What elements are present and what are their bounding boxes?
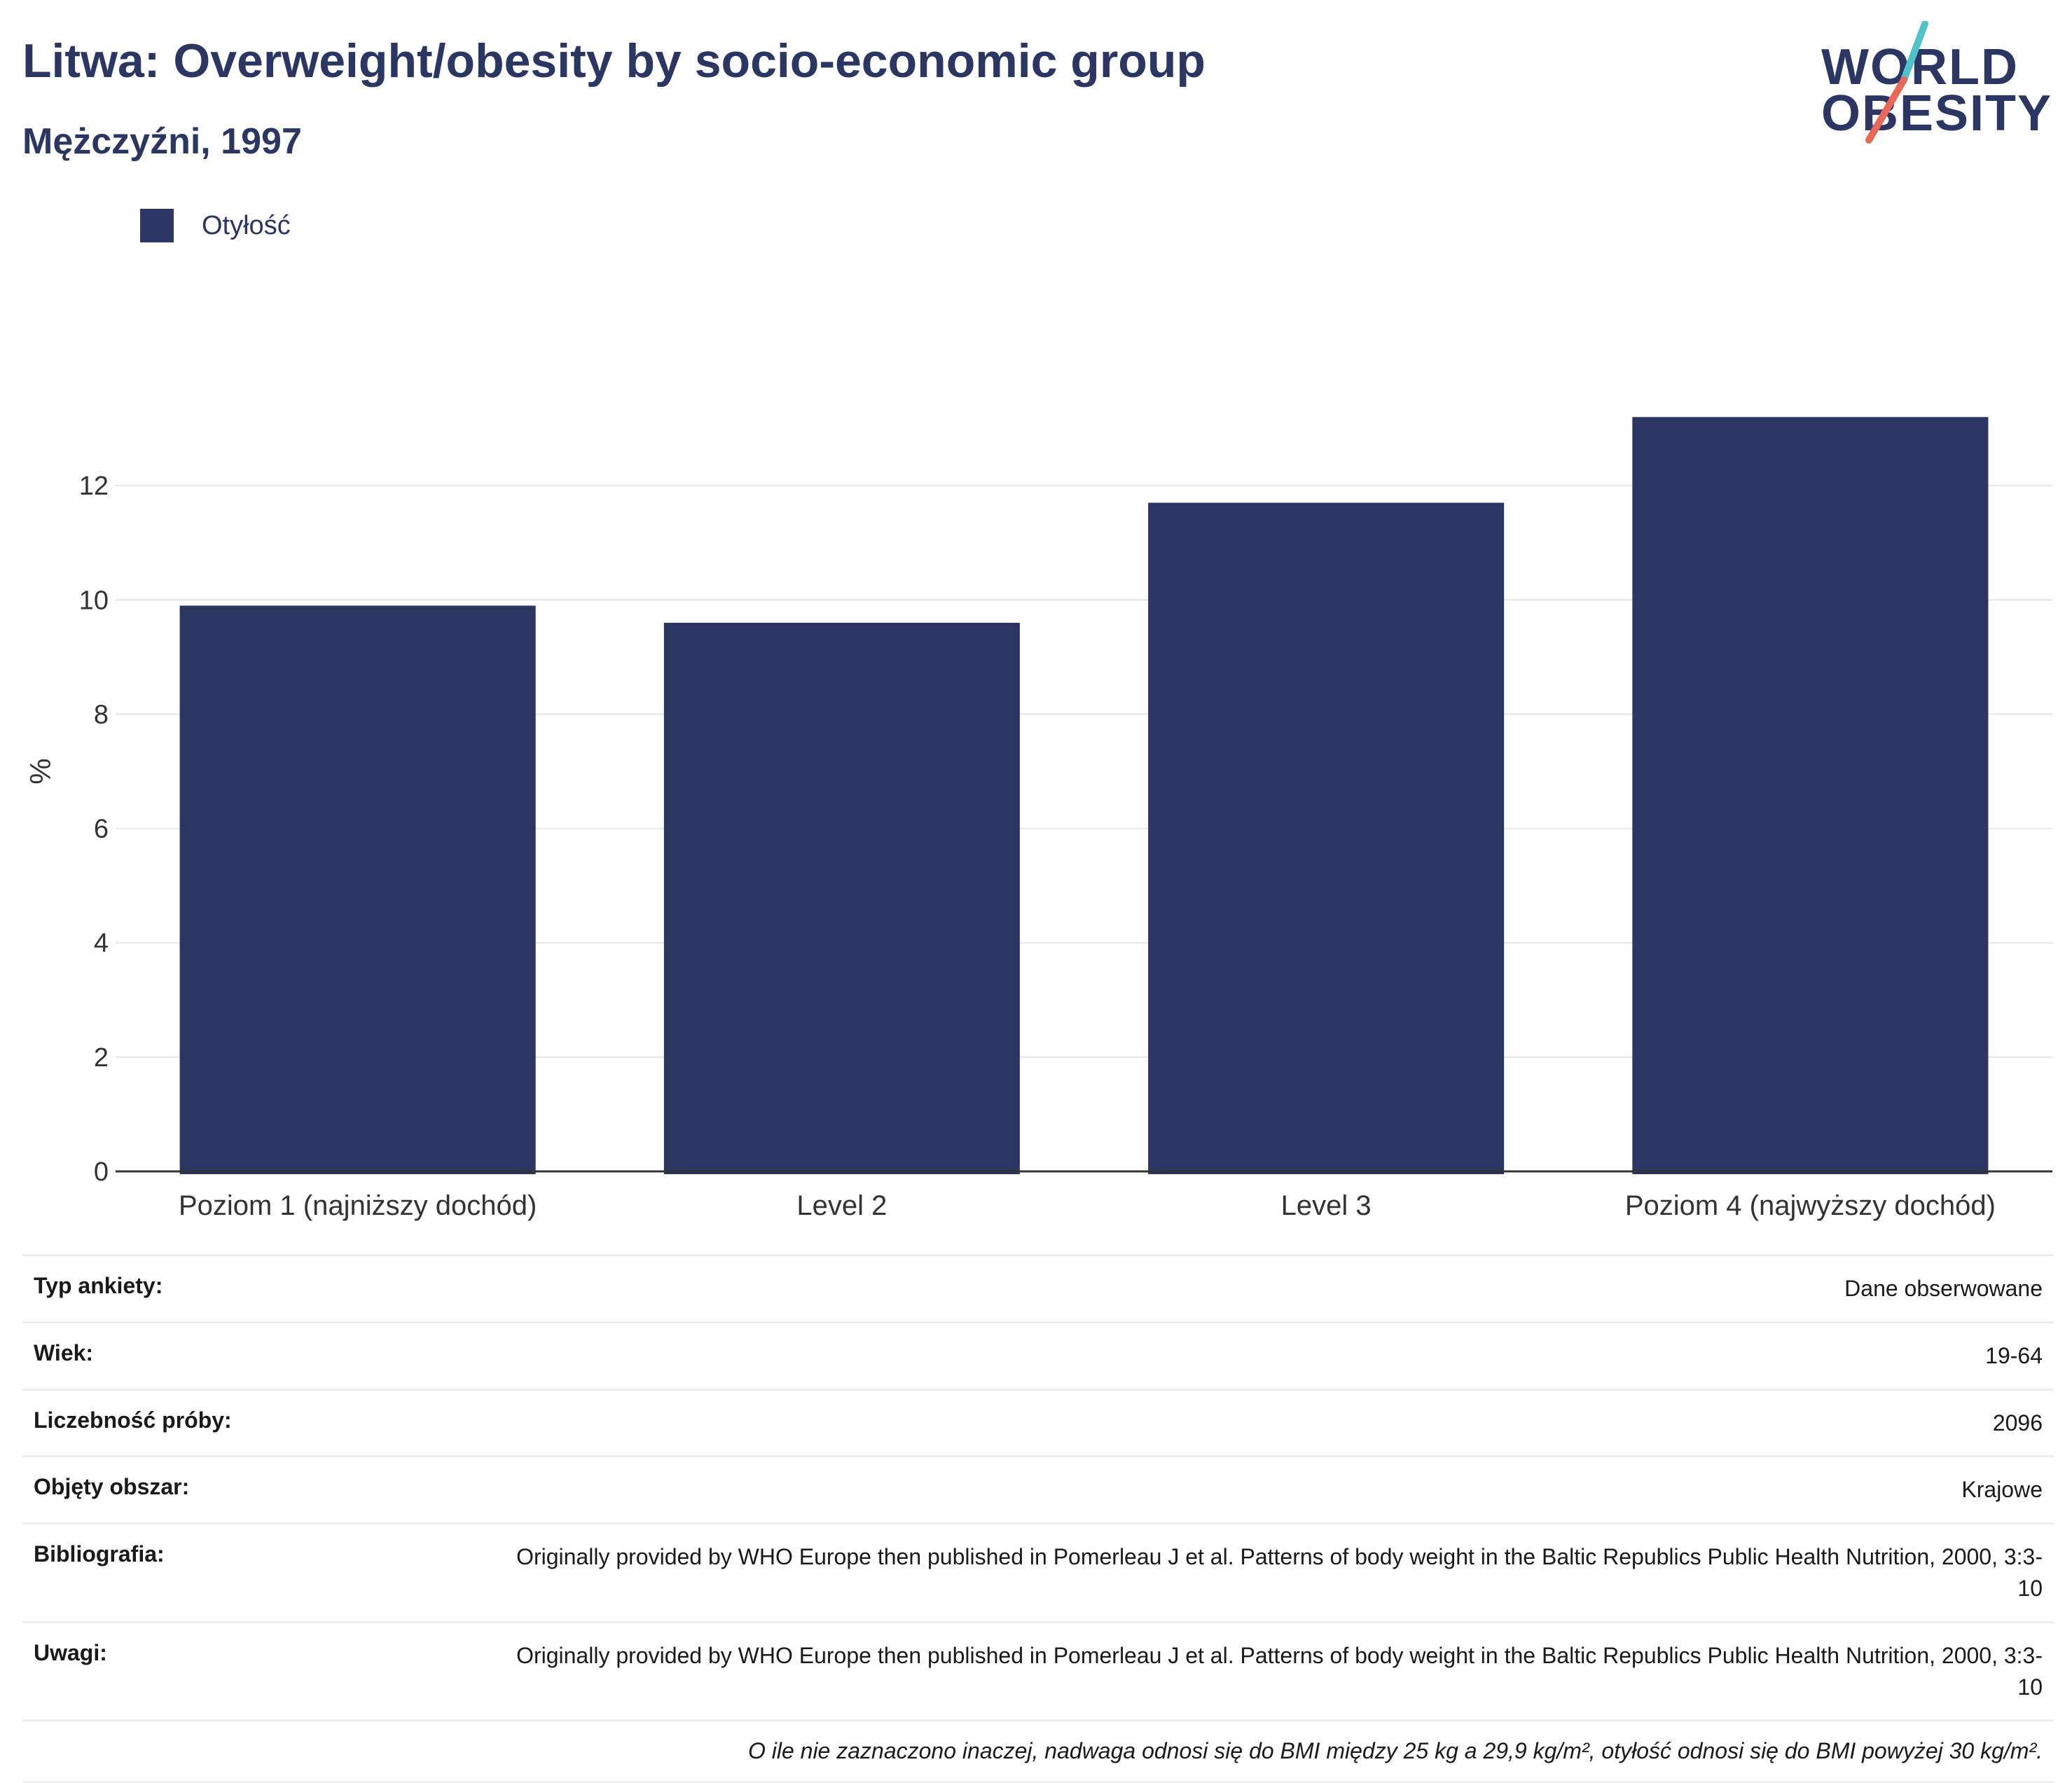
chart-title: Litwa: Overweight/obesity by socio-econo… (22, 34, 1206, 88)
logo-slash-icon (1865, 21, 1928, 144)
metadata-row: Objęty obszar: Krajowe (22, 1455, 2054, 1522)
metadata-key: Uwagi: (34, 1639, 107, 1665)
chart-legend: Otyłość (140, 209, 291, 242)
logo-line-2: OBESITY (1821, 85, 2053, 142)
y-tick-label: 2 (94, 1043, 109, 1073)
y-tick-label: 10 (79, 586, 109, 615)
metadata-value: Originally provided by WHO Europe then p… (516, 1642, 2043, 1700)
bar (179, 605, 536, 1174)
bar (1148, 502, 1505, 1174)
metadata-key: Bibliografia: (34, 1541, 165, 1567)
bar (1632, 417, 1989, 1175)
y-axis-label: % (24, 758, 57, 784)
footnote: O ile nie zaznaczono inaczej, nadwaga od… (747, 1738, 2043, 1764)
legend-swatch-otylosc (140, 209, 174, 242)
metadata-row: Typ ankiety: Dane obserwowane (22, 1254, 2054, 1321)
metadata-key: Typ ankiety: (34, 1273, 163, 1298)
bar-chart: 0 2 4 6 8 10 12 Poziom 1 (najniższy dochód) Leve… (24, 417, 2052, 1221)
x-tick-label: Level 3 (1281, 1190, 1372, 1221)
y-tick-label: 12 (79, 471, 109, 501)
metadata-row: Uwagi: Originally provided by WHO Europe … (22, 1620, 2054, 1720)
x-tick-label: Poziom 1 (najniższy dochód) (179, 1190, 537, 1221)
world-obesity-logo: WORLD OBESITY (1821, 21, 2059, 147)
metadata-row: Wiek: 19-64 (22, 1321, 2054, 1389)
chart-subtitle: Mężczyźni, 1997 (22, 121, 302, 162)
y-tick-label: 8 (94, 700, 109, 729)
y-tick-label: 0 (94, 1157, 109, 1187)
metadata-key: Objęty obszar: (34, 1474, 190, 1500)
legend-label-otylosc: Otyłość (202, 210, 291, 240)
metadata-key: Liczebność próby: (34, 1407, 232, 1433)
y-tick-label: 6 (94, 815, 109, 844)
metadata-value: Dane obserwowane (1844, 1276, 2043, 1301)
metadata-value: Originally provided by WHO Europe then p… (516, 1544, 2043, 1601)
logo-line-1: WORLD (1821, 39, 2019, 95)
x-tick-label: Poziom 4 (najwyższy dochód) (1625, 1190, 1996, 1221)
metadata-table: Typ ankiety: Dane obserwowane Wiek: 19-64 Li… (22, 1254, 2054, 1783)
metadata-value: Krajowe (1961, 1477, 2043, 1503)
metadata-value: 2096 (1992, 1410, 2043, 1436)
y-tick-label: 4 (94, 929, 109, 958)
metadata-value: 19-64 (1985, 1342, 2043, 1368)
metadata-key: Wiek: (34, 1340, 94, 1365)
metadata-row: Liczebność próby: 2096 (22, 1388, 2054, 1456)
metadata-row: Bibliografia: Originally provided by WHO … (22, 1522, 2054, 1621)
bar (663, 622, 1020, 1174)
x-tick-label: Level 2 (796, 1190, 887, 1221)
footnote-row: O ile nie zaznaczono inaczej, nadwaga od… (22, 1719, 2054, 1781)
